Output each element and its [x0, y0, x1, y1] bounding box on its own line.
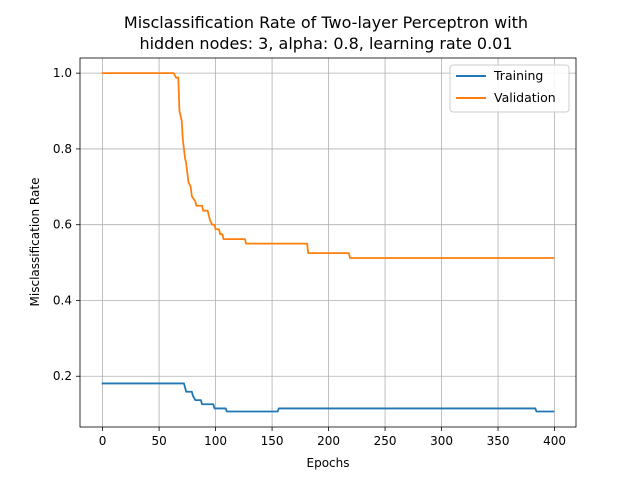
chart-title: Misclassification Rate of Two-layer Perc… — [124, 13, 528, 32]
y-axis-label: Misclassification Rate — [28, 178, 42, 307]
x-tick-label: 100 — [204, 434, 227, 448]
legend: Training Validation — [449, 64, 570, 113]
plot-frame — [79, 57, 577, 428]
y-tick-label: 0.6 — [53, 218, 72, 232]
y-tick-label: 0.2 — [53, 369, 72, 383]
legend-label-training: Training — [493, 68, 543, 83]
series-line-training — [101, 382, 555, 413]
x-tick-label: 400 — [543, 434, 566, 448]
x-tick-label: 50 — [151, 434, 166, 448]
grid-lines — [80, 58, 576, 427]
x-axis-label: Epochs — [307, 456, 350, 470]
x-tick-label: 350 — [487, 434, 510, 448]
chart-subtitle: hidden nodes: 3, alpha: 0.8, learning ra… — [139, 34, 512, 53]
x-tick-label: 0 — [99, 434, 107, 448]
y-tick-label: 0.8 — [53, 142, 72, 156]
x-tick-label: 250 — [374, 434, 397, 448]
x-tick-label: 150 — [261, 434, 284, 448]
y-tick-label: 0.4 — [53, 293, 72, 307]
y-tick-label: 1.0 — [53, 66, 72, 80]
plot-area — [80, 58, 576, 427]
x-tick-label: 200 — [317, 434, 340, 448]
series-line-validation — [101, 72, 555, 259]
x-axis-ticks: 0 50 100 150 200 250 300 350 400 — [99, 427, 566, 448]
series-layer — [101, 72, 555, 413]
y-axis-ticks: 0.2 0.4 0.6 0.8 1.0 — [53, 66, 80, 383]
x-tick-label: 300 — [430, 434, 453, 448]
legend-label-validation: Validation — [494, 90, 556, 105]
